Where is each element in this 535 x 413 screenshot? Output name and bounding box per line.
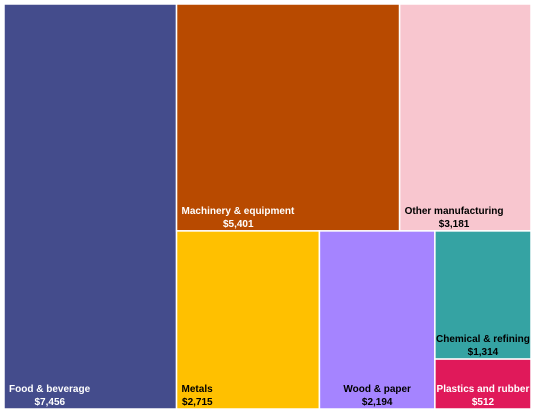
tile-rect-wood-and-paper bbox=[318, 230, 436, 410]
tile-label-plastics-and-rubber: Plastics and rubber bbox=[437, 384, 530, 395]
tile-value-chemical-and-refining: $1,314 bbox=[468, 347, 499, 358]
tile-metals: Metals $2,715 bbox=[175, 230, 321, 410]
tile-label-machinery-and-equipment: Machinery & equipment bbox=[182, 206, 295, 217]
tile-rect-plastics-and-rubber bbox=[434, 358, 532, 410]
tile-value-plastics-and-rubber: $512 bbox=[472, 397, 495, 408]
tile-value-wood-and-paper: $2,194 bbox=[362, 397, 393, 408]
tile-label-metals: Metals bbox=[182, 384, 214, 395]
tile-label-chemical-and-refining: Chemical & refining bbox=[436, 334, 530, 345]
tile-chemical-and-refining: Chemical & refining $1,314 bbox=[434, 230, 532, 360]
tile-food-and-beverage: Food & beverage $7,456 bbox=[3, 3, 178, 410]
tile-rect-other-manufacturing bbox=[398, 3, 532, 232]
tile-value-food-and-beverage: $7,456 bbox=[34, 397, 65, 408]
tile-other-manufacturing: Other manufacturing $3,181 bbox=[398, 3, 532, 232]
tile-rect-machinery-and-equipment bbox=[175, 3, 401, 232]
tile-machinery-and-equipment: Machinery & equipment $5,401 bbox=[175, 3, 401, 232]
tile-label-wood-and-paper: Wood & paper bbox=[343, 384, 411, 395]
tile-rect-chemical-and-refining bbox=[434, 230, 532, 360]
tile-wood-and-paper: Wood & paper $2,194 bbox=[318, 230, 436, 410]
tile-plastics-and-rubber: Plastics and rubber $512 bbox=[434, 358, 532, 410]
tile-value-machinery-and-equipment: $5,401 bbox=[223, 219, 254, 230]
tile-rect-food-and-beverage bbox=[3, 3, 178, 410]
tile-value-metals: $2,715 bbox=[182, 397, 213, 408]
tile-label-food-and-beverage: Food & beverage bbox=[9, 384, 91, 395]
tile-rect-metals bbox=[175, 230, 321, 410]
tile-label-other-manufacturing: Other manufacturing bbox=[405, 206, 504, 217]
tile-value-other-manufacturing: $3,181 bbox=[439, 219, 470, 230]
